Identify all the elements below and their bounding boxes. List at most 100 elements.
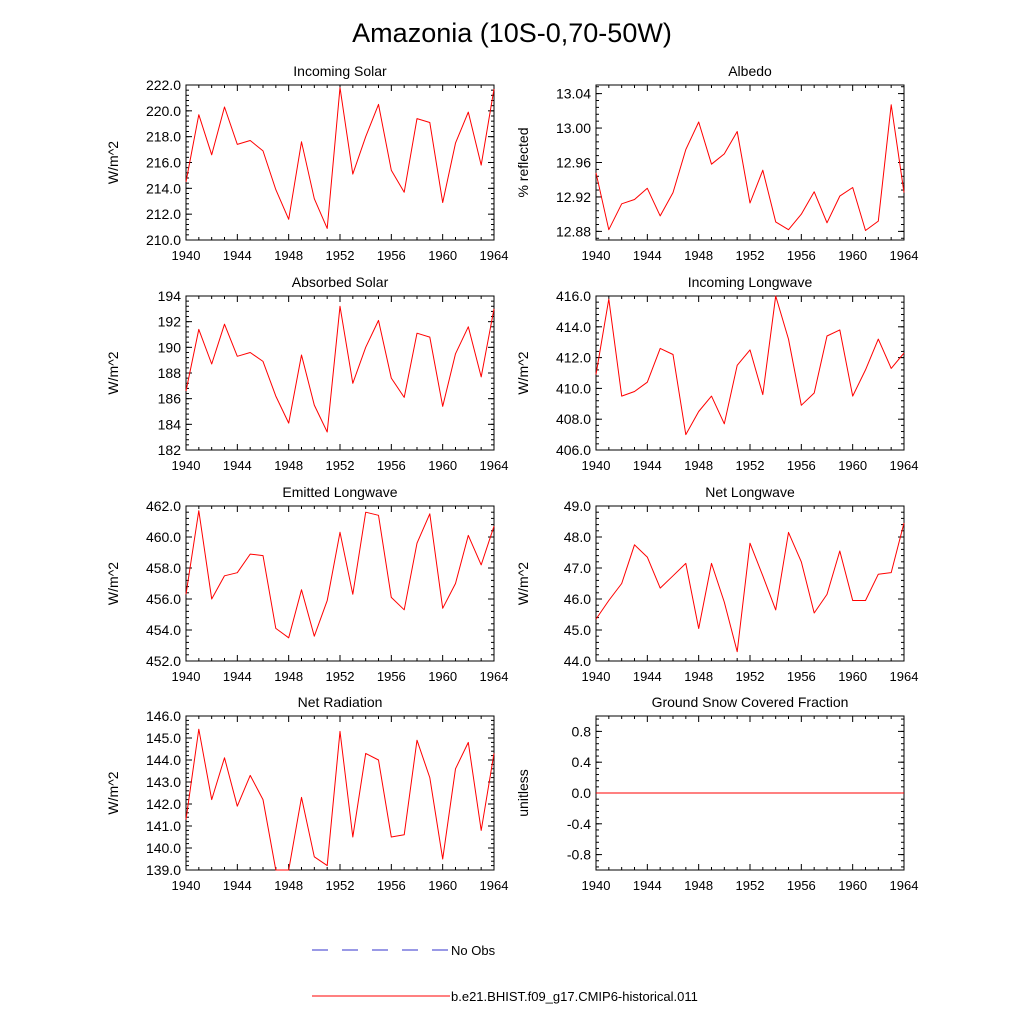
x-tick-label: 1960 xyxy=(838,669,867,684)
y-tick-label: 220.0 xyxy=(146,103,181,119)
series-line-1 xyxy=(595,295,905,436)
x-tick-label: 1964 xyxy=(890,669,919,684)
y-tick-label: 184 xyxy=(158,416,182,432)
y-tick-label: 194 xyxy=(158,288,182,304)
x-tick-label: 1952 xyxy=(736,669,765,684)
x-tick-label: 1940 xyxy=(172,669,201,684)
x-tick-label: 1952 xyxy=(736,878,765,893)
plot-frame xyxy=(185,295,495,451)
y-axis-label: W/m^2 xyxy=(105,141,121,184)
y-tick-label: 12.96 xyxy=(556,155,591,171)
y-axis-label: W/m^2 xyxy=(105,351,121,394)
x-tick-label: 1940 xyxy=(582,248,611,263)
x-tick-label: 1948 xyxy=(274,248,303,263)
y-tick-label: 141.0 xyxy=(146,818,181,834)
x-tick-label: 1952 xyxy=(736,248,765,263)
y-tick-label: 49.0 xyxy=(564,498,591,514)
panel-title: Absorbed Solar xyxy=(292,274,389,290)
y-tick-label: 188 xyxy=(158,365,182,381)
y-axis-label: unitless xyxy=(515,769,531,816)
series-line-1 xyxy=(595,104,905,231)
y-tick-label: 212.0 xyxy=(146,206,181,222)
chart-panel-2: 1940 1944 1948 1952 1956 1960 1964 12.88 12.92 12… xyxy=(515,63,918,263)
y-tick-label: 0.0 xyxy=(572,785,592,801)
x-tick-label: 1940 xyxy=(582,669,611,684)
x-tick-label: 1964 xyxy=(890,878,919,893)
x-tick-label: 1940 xyxy=(172,248,201,263)
x-tick-label: 1952 xyxy=(326,458,355,473)
x-tick-label: 1960 xyxy=(428,248,457,263)
y-tick-label: 0.4 xyxy=(572,754,592,770)
plot-frame xyxy=(595,295,905,451)
x-tick-label: 1960 xyxy=(838,248,867,263)
plot-frame xyxy=(185,505,495,662)
y-tick-label: 414.0 xyxy=(556,319,591,335)
x-tick-label: 1940 xyxy=(582,458,611,473)
panel-title: Ground Snow Covered Fraction xyxy=(652,694,849,710)
y-tick-label: 192 xyxy=(158,314,182,330)
chart-panel-3: 1940 1944 1948 1952 1956 1960 1964 182 184 186 188… xyxy=(105,274,508,473)
panel-title: Albedo xyxy=(728,63,772,79)
y-tick-label: -0.8 xyxy=(567,847,591,863)
y-axis-label: W/m^2 xyxy=(515,351,531,394)
y-tick-label: 44.0 xyxy=(564,653,591,669)
x-tick-label: 1948 xyxy=(684,669,713,684)
y-tick-label: 145.0 xyxy=(146,730,181,746)
y-tick-label: 45.0 xyxy=(564,622,591,638)
y-tick-label: 190 xyxy=(158,339,182,355)
plot-frame xyxy=(185,715,495,871)
x-tick-label: 1956 xyxy=(787,669,816,684)
x-tick-label: 1944 xyxy=(223,878,252,893)
y-tick-label: 144.0 xyxy=(146,752,181,768)
y-tick-label: 452.0 xyxy=(146,653,181,669)
panel-title: Net Radiation xyxy=(298,694,383,710)
x-tick-label: 1960 xyxy=(428,878,457,893)
y-tick-label: 142.0 xyxy=(146,796,181,812)
y-tick-label: 410.0 xyxy=(556,380,591,396)
series-line-1 xyxy=(185,728,495,871)
y-tick-label: 216.0 xyxy=(146,155,181,171)
x-tick-label: 1964 xyxy=(480,878,509,893)
chart-panel-4: 1940 1944 1948 1952 1956 1960 1964 406.0 408.0 41… xyxy=(515,274,918,473)
x-tick-label: 1956 xyxy=(377,878,406,893)
y-axis-label: W/m^2 xyxy=(515,562,531,605)
y-tick-label: 412.0 xyxy=(556,350,591,366)
y-tick-label: 454.0 xyxy=(146,622,181,638)
x-tick-label: 1944 xyxy=(223,248,252,263)
x-tick-label: 1944 xyxy=(633,669,662,684)
y-tick-label: 47.0 xyxy=(564,560,591,576)
y-tick-label: 140.0 xyxy=(146,840,181,856)
y-tick-label: 222.0 xyxy=(146,77,181,93)
x-tick-label: 1964 xyxy=(890,458,919,473)
x-tick-label: 1956 xyxy=(787,248,816,263)
y-tick-label: 214.0 xyxy=(146,180,181,196)
x-tick-label: 1956 xyxy=(787,878,816,893)
figure-title: Amazonia (10S-0,70-50W) xyxy=(352,18,672,48)
chart-panel-8: 1940 1944 1948 1952 1956 1960 1964 -0.8 -0.4 0.0 0… xyxy=(515,694,918,893)
chart-panel-5: 1940 1944 1948 1952 1956 1960 1964 452.0 454.0 45… xyxy=(105,484,508,684)
panel-title: Incoming Solar xyxy=(293,63,387,79)
x-tick-label: 1952 xyxy=(326,878,355,893)
x-tick-label: 1964 xyxy=(480,248,509,263)
panel-title: Net Longwave xyxy=(705,484,795,500)
series-line-1 xyxy=(185,87,495,229)
legend-model-label: b.e21.BHIST.f09_g17.CMIP6-historical.011 xyxy=(451,989,698,1004)
x-tick-label: 1940 xyxy=(582,878,611,893)
x-tick-label: 1964 xyxy=(480,458,509,473)
y-tick-label: 182 xyxy=(158,442,182,458)
x-tick-label: 1952 xyxy=(326,248,355,263)
y-tick-label: 460.0 xyxy=(146,529,181,545)
x-tick-label: 1948 xyxy=(274,458,303,473)
y-tick-label: 416.0 xyxy=(556,288,591,304)
y-axis-label: W/m^2 xyxy=(105,562,121,605)
y-tick-label: 139.0 xyxy=(146,862,181,878)
y-tick-label: 462.0 xyxy=(146,498,181,514)
x-tick-label: 1948 xyxy=(274,669,303,684)
y-tick-label: 458.0 xyxy=(146,560,181,576)
chart-panel-1: 1940 1944 1948 1952 1956 1960 1964 210.0 212.0 21… xyxy=(105,63,508,263)
x-tick-label: 1960 xyxy=(838,458,867,473)
y-tick-label: 143.0 xyxy=(146,774,181,790)
x-tick-label: 1960 xyxy=(428,669,457,684)
chart-panels: 1940 1944 1948 1952 1956 1960 1964 210.0 212.0 21… xyxy=(105,63,918,893)
